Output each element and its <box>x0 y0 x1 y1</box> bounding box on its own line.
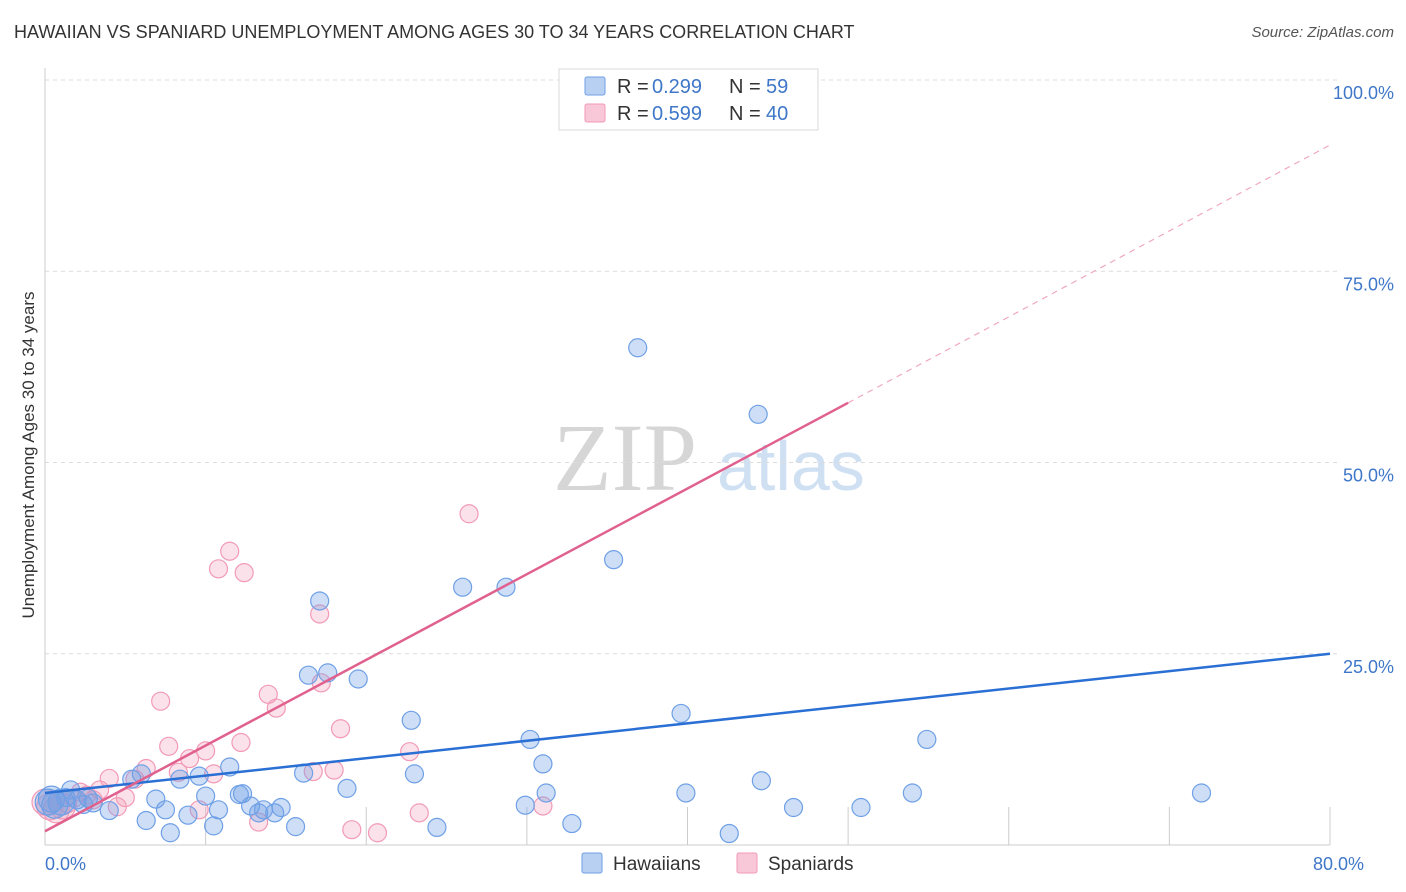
hawaiian-point-30 <box>271 797 291 818</box>
spaniard-point-34 <box>342 820 362 840</box>
y-tick-label-0: 25.0% <box>1343 657 1394 677</box>
hawaiian-point-34 <box>310 591 330 611</box>
hawaiian-point-50 <box>671 703 691 724</box>
spaniard-point-24 <box>231 732 251 753</box>
spaniard-point-32 <box>324 760 344 780</box>
spaniard-point-16 <box>159 736 179 756</box>
hawaiian-point-56 <box>851 797 871 818</box>
hawaiian-point-54 <box>751 771 771 791</box>
spaniard-point-38 <box>459 504 479 524</box>
y-tick-label-2: 75.0% <box>1343 274 1394 294</box>
legend-r-label-spaniards: R = <box>617 103 649 125</box>
bottom-legend-swatch-spaniards <box>736 852 758 874</box>
hawaiian-point-59 <box>1191 783 1212 803</box>
hawaiians-points <box>34 338 1212 844</box>
bottom-legend-swatch-hawaiians <box>581 852 603 874</box>
hawaiian-point-53 <box>748 404 768 424</box>
legend-r-label-hawaiians: R = <box>617 76 649 98</box>
spaniard-point-37 <box>409 803 429 823</box>
hawaiian-point-36 <box>337 778 357 798</box>
spaniard-point-15 <box>151 691 171 711</box>
hawaiian-point-45 <box>533 754 553 774</box>
hawaiians-trend-line <box>44 652 1331 795</box>
chart-title: HAWAIIAN VS SPANIARD UNEMPLOYMENT AMONG … <box>14 22 855 42</box>
legend-swatch-spaniards <box>584 103 606 123</box>
x-tick-label-1: 80.0% <box>1313 854 1364 874</box>
hawaiian-point-31 <box>285 817 306 837</box>
hawaiian-point-41 <box>453 577 473 597</box>
hawaiian-point-22 <box>208 800 229 820</box>
spaniard-point-23 <box>220 541 240 561</box>
hawaiian-point-48 <box>604 550 624 570</box>
hawaiian-point-10 <box>99 800 119 821</box>
bottom-legend: Hawaiians Spaniards <box>581 852 854 875</box>
hawaiian-point-20 <box>196 786 216 806</box>
hawaiian-point-33 <box>298 665 319 685</box>
hawaiian-point-39 <box>404 764 425 784</box>
legend-r-value-spaniards: 0.599 <box>652 103 702 125</box>
legend-r-value-hawaiians: 0.299 <box>652 76 702 98</box>
hawaiian-point-13 <box>136 810 156 831</box>
watermark-atlas: atlas <box>717 427 865 505</box>
spaniard-point-29 <box>303 761 323 782</box>
hawaiian-point-29 <box>265 803 285 823</box>
hawaiian-point-37 <box>348 669 368 689</box>
spaniard-point-10 <box>99 768 119 789</box>
hawaiian-point-58 <box>917 729 937 750</box>
spaniards-trend-line <box>44 401 849 833</box>
hawaiian-point-47 <box>562 813 582 834</box>
spaniard-point-22 <box>208 559 229 579</box>
spaniard-point-30 <box>310 604 330 624</box>
y-tick-label-1: 50.0% <box>1343 466 1394 486</box>
hawaiian-point-57 <box>902 783 922 803</box>
legend: R = 0.299 N = 59 R = 0.599 N = 40 <box>558 68 819 131</box>
hawaiian-point-52 <box>719 823 739 844</box>
hawaiian-point-40 <box>427 817 447 838</box>
hawaiian-point-51 <box>676 783 696 803</box>
hawaiian-point-55 <box>783 797 804 818</box>
y-tick-label-3: 100.0% <box>1333 83 1394 103</box>
legend-n-value-spaniards: 40 <box>766 103 788 125</box>
hawaiian-point-46 <box>536 783 556 803</box>
hawaiian-point-49 <box>628 338 648 358</box>
axes <box>44 68 1331 846</box>
watermark-zip: ZIP <box>553 404 697 511</box>
hawaiian-point-21 <box>204 816 224 836</box>
legend-swatch-hawaiians <box>584 76 606 96</box>
hawaiian-point-18 <box>178 805 198 825</box>
source-credit: Source: ZipAtlas.com <box>1251 24 1394 41</box>
x-tick-label-0: 0.0% <box>45 854 86 874</box>
hawaiian-point-15 <box>155 800 176 820</box>
spaniard-point-25 <box>234 563 254 583</box>
legend-n-value-hawaiians: 59 <box>766 76 788 98</box>
spaniards-trend-extension <box>847 144 1331 404</box>
hawaiian-point-16 <box>160 823 180 843</box>
hawaiian-point-43 <box>515 795 535 815</box>
hawaiian-point-14 <box>146 789 166 809</box>
bottom-legend-label-hawaiians: Hawaiians <box>613 854 701 875</box>
trend-lines <box>44 144 1331 833</box>
y-axis-label: Unemployment Among Ages 30 to 34 years <box>19 292 38 619</box>
bottom-legend-label-spaniards: Spaniards <box>768 854 854 875</box>
hawaiian-point-26 <box>241 796 261 816</box>
legend-n-label-hawaiians: N = <box>729 76 761 98</box>
spaniard-point-33 <box>330 719 351 739</box>
hawaiian-point-38 <box>401 710 421 730</box>
tick-labels: 25.0% 50.0% 75.0% 100.0% 0.0% 80.0% <box>45 83 1394 874</box>
spaniard-point-35 <box>367 823 388 843</box>
legend-n-label-spaniards: N = <box>729 103 761 125</box>
